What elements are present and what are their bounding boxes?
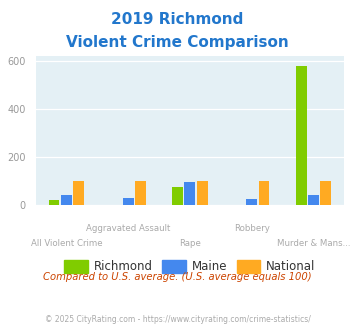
Bar	[73, 181, 84, 205]
Bar	[61, 195, 72, 205]
Bar	[197, 181, 208, 205]
Text: 2019 Richmond: 2019 Richmond	[111, 12, 244, 26]
Text: Violent Crime Comparison: Violent Crime Comparison	[66, 35, 289, 50]
Text: Aggravated Assault: Aggravated Assault	[86, 224, 170, 233]
Text: Rape: Rape	[179, 239, 201, 248]
Bar	[296, 66, 307, 205]
Bar	[246, 199, 257, 205]
Text: Compared to U.S. average. (U.S. average equals 100): Compared to U.S. average. (U.S. average …	[43, 272, 312, 282]
Text: Murder & Mans...: Murder & Mans...	[277, 239, 350, 248]
Bar	[123, 198, 133, 205]
Bar	[308, 195, 319, 205]
Bar	[49, 200, 60, 205]
Text: Robbery: Robbery	[234, 224, 270, 233]
Legend: Richmond, Maine, National: Richmond, Maine, National	[60, 255, 320, 278]
Bar	[172, 187, 183, 205]
Text: All Violent Crime: All Violent Crime	[31, 239, 102, 248]
Bar	[258, 181, 269, 205]
Bar	[135, 181, 146, 205]
Bar	[185, 182, 195, 205]
Text: © 2025 CityRating.com - https://www.cityrating.com/crime-statistics/: © 2025 CityRating.com - https://www.city…	[45, 315, 310, 324]
Bar	[320, 181, 331, 205]
